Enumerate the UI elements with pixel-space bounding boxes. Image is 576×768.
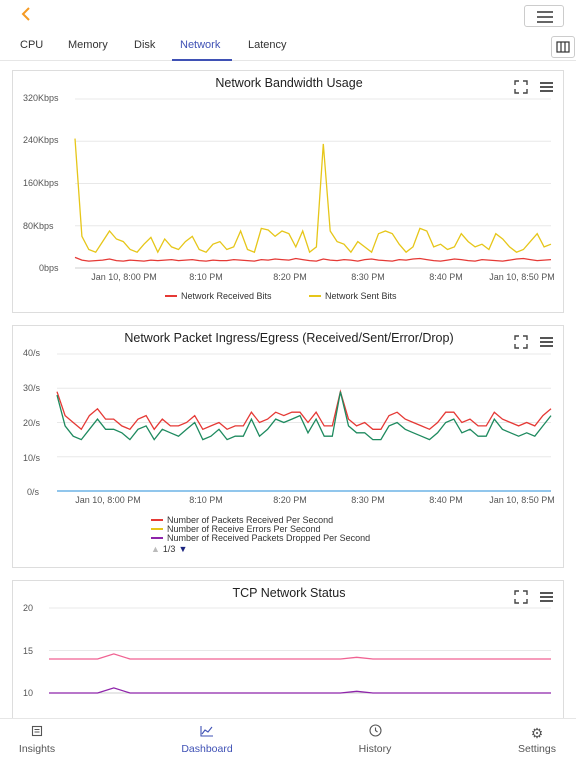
columns-icon [556,41,570,53]
history-clock-icon [330,723,420,743]
nav-insights[interactable]: Insights [0,723,82,755]
bandwidth-panel: Network Bandwidth Usage 320Kbps 240Kbps … [12,70,564,313]
series-line-1 [49,687,551,694]
active-tab-indicator [172,59,232,61]
x-tick: Jan 10, 8:50 PM [489,272,555,282]
pager-next-icon[interactable]: ▼ [178,544,188,554]
columns-button[interactable] [551,36,575,58]
legend-item[interactable]: Network Received Bits [165,291,272,301]
metric-tabs: CPU Memory Disk Network Latency [0,33,576,61]
series-line-1 [74,138,552,254]
y-tick: 160Kbps [23,178,59,188]
series-line-0 [49,653,551,660]
y-tick: 20/s [23,418,41,428]
chart-menu-icon[interactable] [538,334,554,350]
x-tick: 8:30 PM [351,272,385,282]
back-button[interactable] [20,6,32,27]
y-tick: 10/s [23,453,41,463]
chart-title: TCP Network Status [232,586,346,600]
chart-menu-icon[interactable] [538,589,554,605]
x-tick: 8:20 PM [273,495,307,505]
y-tick: 20 [23,603,34,613]
x-tick: 8:40 PM [429,272,463,282]
x-tick: 8:10 PM [189,495,223,505]
y-tick: 15 [23,646,34,656]
chevron-left-icon [21,7,30,21]
chart-menu-icon[interactable] [538,79,554,95]
series-line-0 [74,256,552,262]
y-tick: 10 [23,688,34,698]
x-tick: 8:10 PM [189,272,223,282]
tab-network[interactable]: Network [180,39,221,51]
legend-item[interactable]: Number of Packets Received Per Second [151,515,333,525]
y-tick: 0/s [27,487,40,497]
fullscreen-icon[interactable] [513,79,529,95]
x-tick: Jan 10, 8:00 PM [75,495,141,505]
chart-title: Network Packet Ingress/Egress (Received/… [124,331,454,345]
bottom-navigation: Insights Dashboard History ⚙ Settings [0,718,576,768]
x-tick: 8:40 PM [429,495,463,505]
insights-icon [0,723,82,743]
tab-cpu[interactable]: CPU [20,39,44,51]
y-tick: 80Kbps [23,221,54,231]
y-tick: 0bps [39,263,59,273]
y-tick: 30/s [23,383,41,393]
tcp-panel: TCP Network Status 20 15 10 [12,580,564,730]
nav-settings[interactable]: ⚙ Settings [492,723,576,755]
x-tick: 8:30 PM [351,495,385,505]
x-tick: 8:20 PM [273,272,307,282]
legend-pager: ▲ 1/3 ▼ [151,544,187,554]
fullscreen-icon[interactable] [513,334,529,350]
gear-icon: ⚙ [530,725,544,741]
top-bar [0,0,576,33]
tab-memory[interactable]: Memory [68,39,108,51]
y-tick: 40/s [23,348,41,358]
x-tick: Jan 10, 8:50 PM [489,495,555,505]
legend-item[interactable]: Number of Receive Errors Per Second [151,524,321,534]
y-tick: 320Kbps [23,93,59,103]
dashboard-chart-icon [162,723,252,743]
nav-history[interactable]: History [330,723,420,755]
tab-disk[interactable]: Disk [134,39,156,51]
pager-text: 1/3 [162,544,176,554]
packets-panel: Network Packet Ingress/Egress (Received/… [12,325,564,568]
fullscreen-icon[interactable] [513,589,529,605]
x-tick: Jan 10, 8:00 PM [91,272,157,282]
bandwidth-chart [74,98,552,269]
chart-title: Network Bandwidth Usage [215,76,363,90]
series-line-3 [56,391,552,441]
packets-chart [56,353,552,492]
y-tick: 240Kbps [23,135,59,145]
nav-dashboard[interactable]: Dashboard [162,723,252,755]
tcp-chart [49,607,551,694]
pager-prev-icon[interactable]: ▲ [151,544,160,554]
legend-item[interactable]: Number of Received Packets Dropped Per S… [151,533,370,543]
menu-button[interactable] [524,5,564,27]
tab-latency[interactable]: Latency [248,39,287,51]
series-line-0 [56,389,552,431]
legend-item[interactable]: Network Sent Bits [309,291,397,301]
